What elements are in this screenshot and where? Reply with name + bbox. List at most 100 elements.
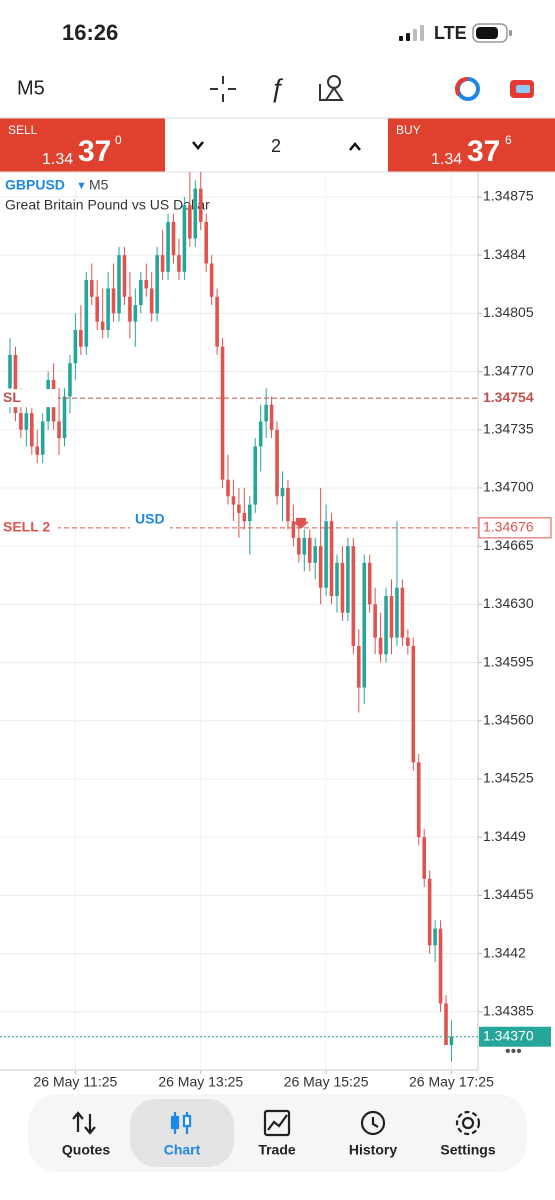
signal (399, 25, 424, 41)
candle-body (231, 496, 236, 505)
sell-price-big: 37 (78, 135, 111, 168)
y-tick-label: 1.34630 (483, 595, 534, 611)
candle-body (220, 346, 225, 480)
candle-body (160, 255, 165, 272)
level-label-bg (130, 518, 170, 537)
candle-body (367, 562, 372, 605)
sell-label: SELL (8, 123, 38, 137)
price-axis-box (478, 517, 552, 539)
y-tick-label: 1.3484 (483, 246, 526, 262)
candle-body (117, 255, 121, 314)
candle-body (253, 446, 258, 505)
candle-body (155, 255, 159, 314)
crosshair-icon[interactable] (210, 76, 236, 102)
nav-item[interactable]: Chart (164, 1142, 201, 1158)
candle-body (340, 562, 345, 613)
price-axis-box (479, 1026, 551, 1047)
candle-body (307, 537, 312, 563)
candle-body (198, 188, 203, 222)
candle-body (433, 928, 437, 946)
candle-body (411, 645, 416, 763)
candle-body (384, 596, 388, 655)
candle-body (177, 255, 181, 272)
x-tick-label: 26 May 13:25 (158, 1074, 243, 1090)
candle-body (389, 596, 394, 638)
candle-body (302, 537, 307, 555)
candle-body (422, 837, 426, 879)
y-tick-label: 1.34560 (483, 711, 534, 727)
buy-button[interactable] (388, 118, 555, 172)
nav-active (130, 1099, 234, 1167)
candle-body (291, 521, 296, 538)
candle-body (139, 280, 143, 306)
candle-body (128, 296, 132, 322)
nav-item[interactable]: Settings (440, 1142, 495, 1158)
y-tick-label: 1.34805 (483, 304, 534, 320)
nav-item[interactable]: History (349, 1142, 397, 1158)
candle-body (8, 354, 12, 389)
indicators-icon[interactable]: ƒ (270, 73, 284, 103)
candle-body (111, 288, 116, 314)
nav-item[interactable]: Quotes (62, 1142, 110, 1158)
y-tick-label: 1.34525 (483, 770, 534, 786)
candle-body (133, 305, 138, 322)
y-tick-label: 1.34770 (483, 362, 534, 378)
candle-body (400, 587, 405, 638)
nav-item[interactable]: Trade (258, 1142, 296, 1158)
candle-body (24, 413, 29, 430)
level-currency: USD (135, 511, 165, 527)
price-axis-label: 1.34370 (483, 1027, 534, 1043)
candle-body (264, 404, 268, 422)
y-tick-label: 1.34385 (483, 1002, 534, 1018)
y-tick-label: 1.34875 (483, 188, 534, 204)
account-icon[interactable] (455, 76, 480, 101)
candle-body (269, 404, 274, 430)
candle-body (13, 354, 18, 414)
nav-bar (28, 1094, 527, 1172)
sell-button[interactable] (0, 118, 165, 172)
candle-body (416, 762, 421, 838)
y-tick-label: 1.34665 (483, 537, 534, 553)
candle-body (122, 255, 127, 297)
candle-body (406, 637, 410, 646)
y-tick-label: 1.34455 (483, 886, 534, 902)
candle-body (79, 329, 83, 347)
candle-body (57, 421, 61, 439)
candle-body (100, 321, 105, 330)
level-name: SELL 2 (3, 519, 50, 535)
timeframe-button[interactable]: M5 (17, 77, 45, 99)
candle-body (242, 512, 247, 522)
sell-price-prefix: 1.34 (42, 151, 73, 168)
candle-body (318, 546, 323, 588)
candle-body (449, 1036, 454, 1046)
candle-body (35, 446, 40, 455)
volume[interactable]: 2 (271, 136, 281, 156)
candle-body (204, 221, 208, 264)
y-tick-label: 1.34735 (483, 420, 534, 436)
objects-icon[interactable] (319, 75, 344, 101)
buy-price-sup: 6 (505, 133, 512, 147)
chart: GBPUSD ▼ M5 Great Britain Pound vs US Do… (0, 172, 479, 1071)
candle-body (89, 280, 94, 297)
buy-label: BUY (396, 123, 421, 137)
candle-body (188, 205, 192, 239)
candle-body (258, 421, 263, 447)
candle-body (215, 296, 219, 347)
y-tick-label: 1.3442 (483, 944, 526, 960)
candle-body (106, 288, 110, 330)
trade-icon[interactable] (510, 80, 534, 98)
battery (472, 23, 512, 43)
candle-body (280, 487, 285, 497)
x-tick-label: 26 May 11:25 (34, 1074, 118, 1090)
level-label-bg (0, 389, 58, 408)
candle-body (209, 263, 214, 297)
volume-up[interactable] (349, 142, 361, 151)
candle-body (182, 205, 187, 272)
candle-body (68, 363, 72, 397)
volume-down[interactable] (192, 141, 204, 150)
y-tick-label: 1.3449 (483, 828, 526, 844)
candle-body (73, 329, 78, 364)
symbol-dropdown[interactable]: ▼ (76, 180, 87, 192)
candle-body (297, 537, 301, 555)
candle-body (166, 221, 170, 272)
